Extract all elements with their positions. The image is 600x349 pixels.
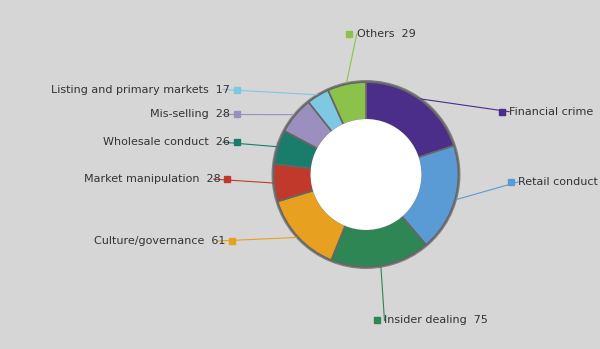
Circle shape <box>311 120 421 229</box>
Text: Listing and primary markets  17: Listing and primary markets 17 <box>52 84 230 95</box>
Wedge shape <box>284 102 333 149</box>
Wedge shape <box>328 82 366 126</box>
Circle shape <box>311 119 421 230</box>
Wedge shape <box>274 164 315 201</box>
Text: Retail conduct and lending  81: Retail conduct and lending 81 <box>518 177 600 187</box>
Wedge shape <box>274 131 319 169</box>
Wedge shape <box>308 90 344 133</box>
Text: Insider dealing  75: Insider dealing 75 <box>385 315 488 326</box>
Wedge shape <box>401 146 458 245</box>
Text: Culture/governance  61: Culture/governance 61 <box>94 236 226 246</box>
Wedge shape <box>278 190 346 260</box>
Text: Others  29: Others 29 <box>357 29 416 39</box>
Text: Wholesale conduct  26: Wholesale conduct 26 <box>103 137 230 147</box>
Text: Mis-selling  28: Mis-selling 28 <box>150 110 230 119</box>
Wedge shape <box>366 82 454 158</box>
Text: Market manipulation  28: Market manipulation 28 <box>84 174 221 184</box>
Text: Financial crime  86: Financial crime 86 <box>509 107 600 117</box>
Wedge shape <box>331 215 426 267</box>
Circle shape <box>272 81 460 268</box>
